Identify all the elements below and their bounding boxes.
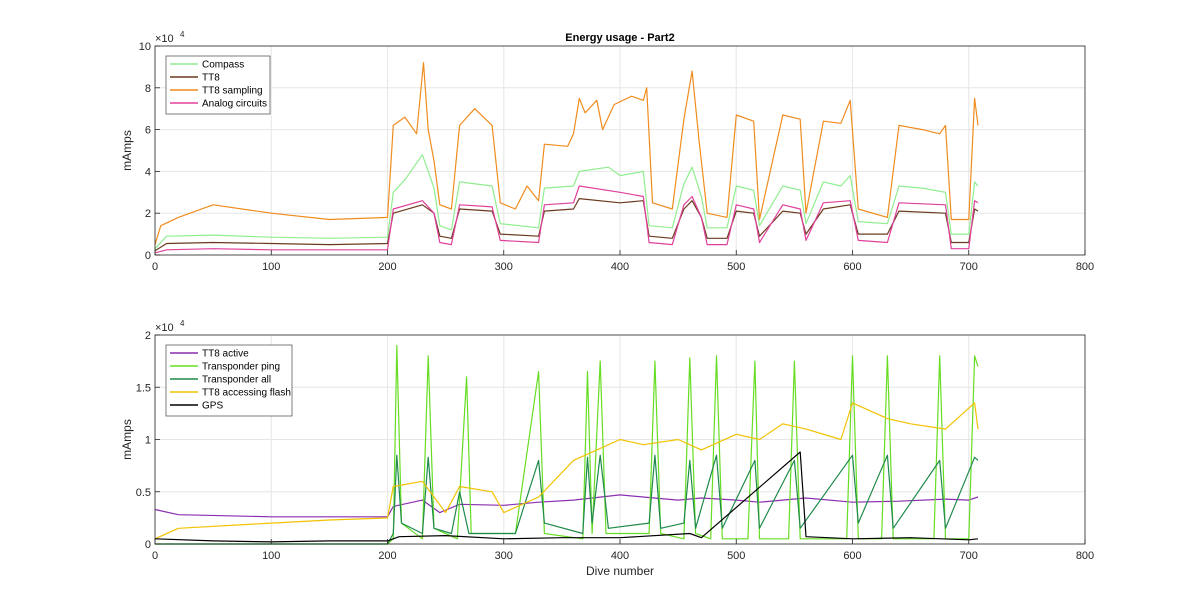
chart1-y-tick-label-0: 0 — [145, 539, 151, 551]
chart1-x-tick-label-5: 500 — [727, 550, 745, 562]
chart0-x-tick-label-6: 600 — [843, 261, 861, 273]
top-axes: 0 100 200 300 400 500 600 700 800 0 2 4 6 8 10 ×10 4 mAmp… — [120, 30, 1094, 273]
chart1-legend-label-tt8-accessing-flash: TT8 accessing flash — [202, 388, 291, 399]
chart1-y-exponent-label: ×10 — [155, 322, 174, 334]
chart1-legend-label-gps: GPS — [202, 401, 223, 412]
chart0-legend-label-compass: Compass — [202, 60, 244, 71]
chart0-x-tick-label-3: 300 — [495, 261, 513, 273]
chart1-y-tick-label-3: 1.5 — [136, 382, 151, 394]
chart1-x-tick-label-6: 600 — [843, 550, 861, 562]
chart1-y-tick-label-4: 2 — [145, 330, 151, 342]
chart1-x-tick-label-1: 100 — [262, 550, 280, 562]
chart1-x-tick-label-7: 700 — [960, 550, 978, 562]
chart0-title: Energy usage - Part2 — [565, 32, 674, 44]
chart0-y-tick-label-0: 0 — [145, 250, 151, 262]
chart0-x-tick-label-5: 500 — [727, 261, 745, 273]
chart0-series-line-analog-circuits — [154, 185, 979, 254]
chart1-series-line-transponder-all — [155, 454, 979, 545]
chart1-series-line-tt8-accessing-flash — [154, 402, 979, 540]
chart1-y-exponent-value: 4 — [180, 319, 185, 328]
chart0-legend — [165, 55, 271, 115]
chart1-y-axis-label: mAmps — [120, 419, 134, 460]
chart0-x-tick-label-7: 700 — [960, 261, 978, 273]
chart1-legend-label-transponder-all: Transponder all — [202, 375, 271, 386]
chart1-legend-label-transponder-ping: Transponder ping — [202, 362, 280, 373]
bottom-axes: 0 100 200 300 400 500 600 700 800 0 0.5 1 1.5 2 ×10 4 mA… — [120, 319, 1094, 578]
chart0-y-tick-label-1: 2 — [145, 208, 151, 220]
chart0-x-tick-label-1: 100 — [262, 261, 280, 273]
chart0-series-line-tt8-sampling — [154, 62, 979, 245]
chart0-legend-label-tt8: TT8 — [202, 73, 220, 84]
chart0-y-tick-label-3: 6 — [145, 125, 151, 137]
chart1-x-tick-label-0: 0 — [152, 550, 158, 562]
chart1-y-tick-label-1: 0.5 — [136, 487, 151, 499]
chart0-x-tick-label-8: 800 — [1076, 261, 1094, 273]
chart0-y-tick-label-2: 4 — [145, 166, 151, 178]
chart1-series-line-transponder-ping — [155, 344, 979, 545]
chart1-x-tick-label-2: 200 — [378, 550, 396, 562]
chart1-x-tick-label-4: 400 — [611, 550, 629, 562]
chart0-series-line-tt8 — [154, 198, 979, 252]
chart1-y-tick-label-2: 1 — [145, 435, 151, 447]
chart0-legend-label-tt8-sampling: TT8 sampling — [202, 86, 263, 97]
chart1-series-line-gps — [154, 451, 979, 543]
chart0-y-tick-label-5: 10 — [139, 41, 151, 53]
chart0-y-exponent-label: ×10 — [155, 33, 174, 45]
chart0-series-line-compass — [154, 154, 979, 250]
chart0-y-axis-label: mAmps — [120, 130, 134, 171]
chart1-x-axis-label: Dive number — [586, 564, 654, 578]
chart0-y-tick-label-4: 8 — [145, 83, 151, 95]
chart0-x-tick-label-0: 0 — [152, 261, 158, 273]
chart0-legend-label-analog-circuits: Analog circuits — [202, 99, 267, 110]
chart0-y-exponent-value: 4 — [180, 30, 185, 39]
chart1-x-tick-label-8: 800 — [1076, 550, 1094, 562]
chart0-x-tick-label-2: 200 — [378, 261, 396, 273]
chart1-x-tick-label-3: 300 — [495, 550, 513, 562]
chart1-legend — [165, 344, 293, 417]
chart1-legend-label-tt8-active: TT8 active — [202, 349, 249, 360]
chart0-x-tick-label-4: 400 — [611, 261, 629, 273]
